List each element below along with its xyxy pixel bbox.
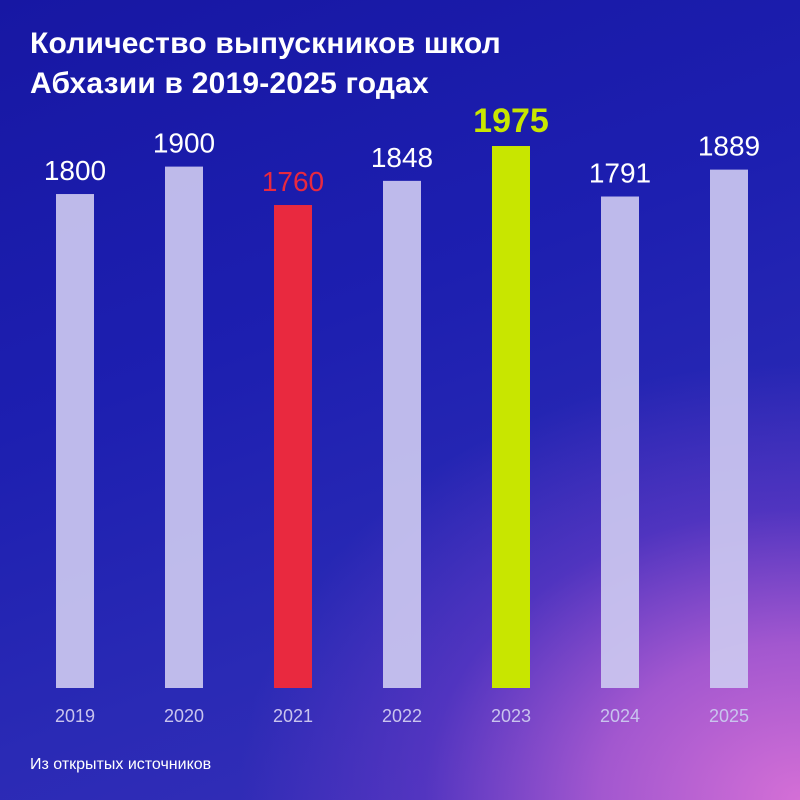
value-label-2024: 1791 xyxy=(589,158,651,189)
value-label-2023: 1975 xyxy=(473,102,549,140)
tick-label-2022: 2022 xyxy=(382,706,422,726)
bar-2023 xyxy=(492,146,530,689)
tick-label-2020: 2020 xyxy=(164,706,204,726)
value-label-2021: 1760 xyxy=(262,166,324,197)
source-note: Из открытых источников xyxy=(30,756,212,773)
chart-title-line-2: Абхазии в 2019-2025 годах xyxy=(30,67,429,100)
value-label-2020: 1900 xyxy=(153,128,215,159)
tick-label-2023: 2023 xyxy=(491,706,531,726)
tick-label-2021: 2021 xyxy=(273,706,313,726)
chart-title-line-1: Количество выпускников школ xyxy=(30,27,501,60)
value-label-2025: 1889 xyxy=(698,131,760,162)
bar-2022 xyxy=(383,180,421,689)
value-label-2019: 1800 xyxy=(44,155,106,186)
bar-2025 xyxy=(710,169,748,688)
tick-label-2025: 2025 xyxy=(709,706,749,726)
bar-2019 xyxy=(56,194,94,689)
bar-2020 xyxy=(165,166,203,689)
bar-2021 xyxy=(274,205,312,689)
tick-label-2024: 2024 xyxy=(600,706,640,726)
chart-title: Количество выпускников школ Абхазии в 20… xyxy=(30,24,770,104)
tick-label-2019: 2019 xyxy=(55,706,95,726)
value-label-2022: 1848 xyxy=(371,142,433,173)
bar-2024 xyxy=(601,196,639,688)
